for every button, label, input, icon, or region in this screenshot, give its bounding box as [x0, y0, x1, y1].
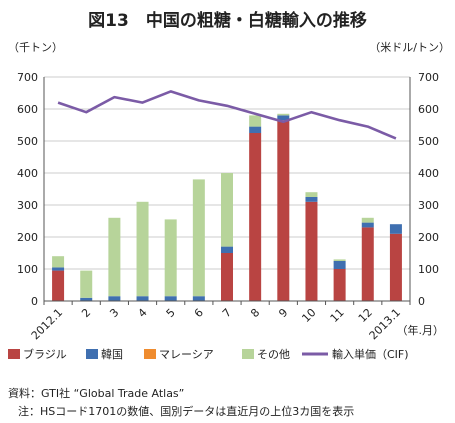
- bar-ブラジル: [249, 133, 262, 301]
- legend: ブラジル 韓国 マレーシア その他 輸入単価（CIF): [8, 347, 409, 361]
- bar-その他: [108, 217, 121, 297]
- bar-韓国: [52, 267, 65, 271]
- y2-tick-label: 500: [418, 135, 439, 148]
- bar-韓国: [333, 261, 346, 269]
- bar-その他: [52, 256, 65, 268]
- chart-title: 図13 中国の粗糖・白糖輸入の推移: [88, 11, 367, 31]
- bar-その他: [249, 115, 262, 127]
- bar-ブラジル: [52, 270, 65, 301]
- bar-ブラジル: [221, 253, 233, 301]
- bar-韓国: [108, 296, 121, 301]
- bar-韓国: [136, 296, 149, 301]
- x-tick-label: 12: [356, 306, 375, 325]
- x-tick-label: 2: [79, 306, 93, 320]
- y-tick-label: 300: [17, 199, 38, 212]
- bar-韓国: [80, 297, 93, 301]
- bar-韓国: [164, 296, 177, 301]
- legend-label: その他: [257, 348, 290, 361]
- bar-韓国: [361, 222, 374, 228]
- right-axis-unit: （米ドル/トン）: [369, 41, 450, 54]
- y-tick-label: 500: [17, 135, 38, 148]
- x-tick-label: 11: [328, 306, 347, 325]
- y2-tick-label: 700: [418, 71, 439, 84]
- bar-ブラジル: [361, 227, 374, 301]
- legend-swatch: [242, 349, 254, 359]
- footnote: 注：HSコード1701の数値、国別データは直近月の上位3カ国を表示: [18, 405, 355, 418]
- y-tick-label: 200: [17, 231, 38, 244]
- bar-その他: [333, 259, 346, 261]
- y-tick-label: 0: [31, 295, 38, 308]
- source-note: 資料：GTI社 “Global Trade Atlas”: [8, 387, 185, 400]
- y-tick-label: 100: [17, 263, 38, 276]
- y2-tick-label: 0: [418, 295, 425, 308]
- x-tick-label: 7: [220, 306, 234, 320]
- bar-その他: [80, 270, 93, 298]
- x-tick-label: 4: [136, 306, 150, 320]
- bar-その他: [164, 219, 177, 297]
- bar-ブラジル: [305, 201, 318, 301]
- legend-label: 輸入単価（CIF): [332, 347, 409, 361]
- legend-swatch: [8, 349, 20, 359]
- price-line: [57, 90, 397, 140]
- bar-韓国: [192, 296, 205, 301]
- legend-swatch: [86, 349, 98, 359]
- bar-ブラジル: [277, 120, 290, 301]
- legend-label: マレーシア: [159, 348, 214, 361]
- legend-swatch: [144, 349, 156, 359]
- x-tick-label: 3: [107, 306, 121, 320]
- bar-韓国: [249, 126, 262, 133]
- y2-tick-label: 400: [418, 167, 439, 180]
- bar-その他: [136, 201, 149, 297]
- bar-韓国: [389, 224, 402, 234]
- y-tick-label: 600: [17, 103, 38, 116]
- bar-その他: [277, 113, 290, 116]
- x-tick-label: 5: [164, 306, 178, 320]
- bar-その他: [305, 192, 318, 197]
- x-tick-label: 10: [299, 306, 318, 325]
- bar-ブラジル: [389, 233, 402, 301]
- x-tick-label: 2012.1: [29, 306, 65, 342]
- y2-tick-label: 600: [418, 103, 439, 116]
- y-tick-label: 700: [17, 71, 38, 84]
- y-tick-label: 400: [17, 167, 38, 180]
- x-tick-label: 9: [276, 306, 290, 320]
- x-tick-label: 6: [192, 306, 206, 320]
- y2-tick-label: 100: [418, 263, 439, 276]
- x-axis-unit: （年.月）: [397, 323, 445, 337]
- y2-tick-label: 300: [418, 199, 439, 212]
- left-axis-unit: （千トン）: [8, 41, 63, 54]
- bar-韓国: [305, 197, 318, 202]
- bar-韓国: [221, 246, 233, 253]
- bar-その他: [221, 173, 233, 247]
- legend-label: 韓国: [101, 348, 123, 361]
- y2-tick-label: 200: [418, 231, 439, 244]
- bar-ブラジル: [333, 269, 346, 301]
- line-輸入単価（CIF): [57, 90, 397, 140]
- x-tick-label: 8: [248, 306, 262, 320]
- bar-その他: [361, 217, 374, 223]
- bar-韓国: [277, 115, 290, 121]
- bar-series: [52, 113, 402, 301]
- bar-その他: [192, 179, 205, 297]
- legend-label: ブラジル: [23, 347, 67, 361]
